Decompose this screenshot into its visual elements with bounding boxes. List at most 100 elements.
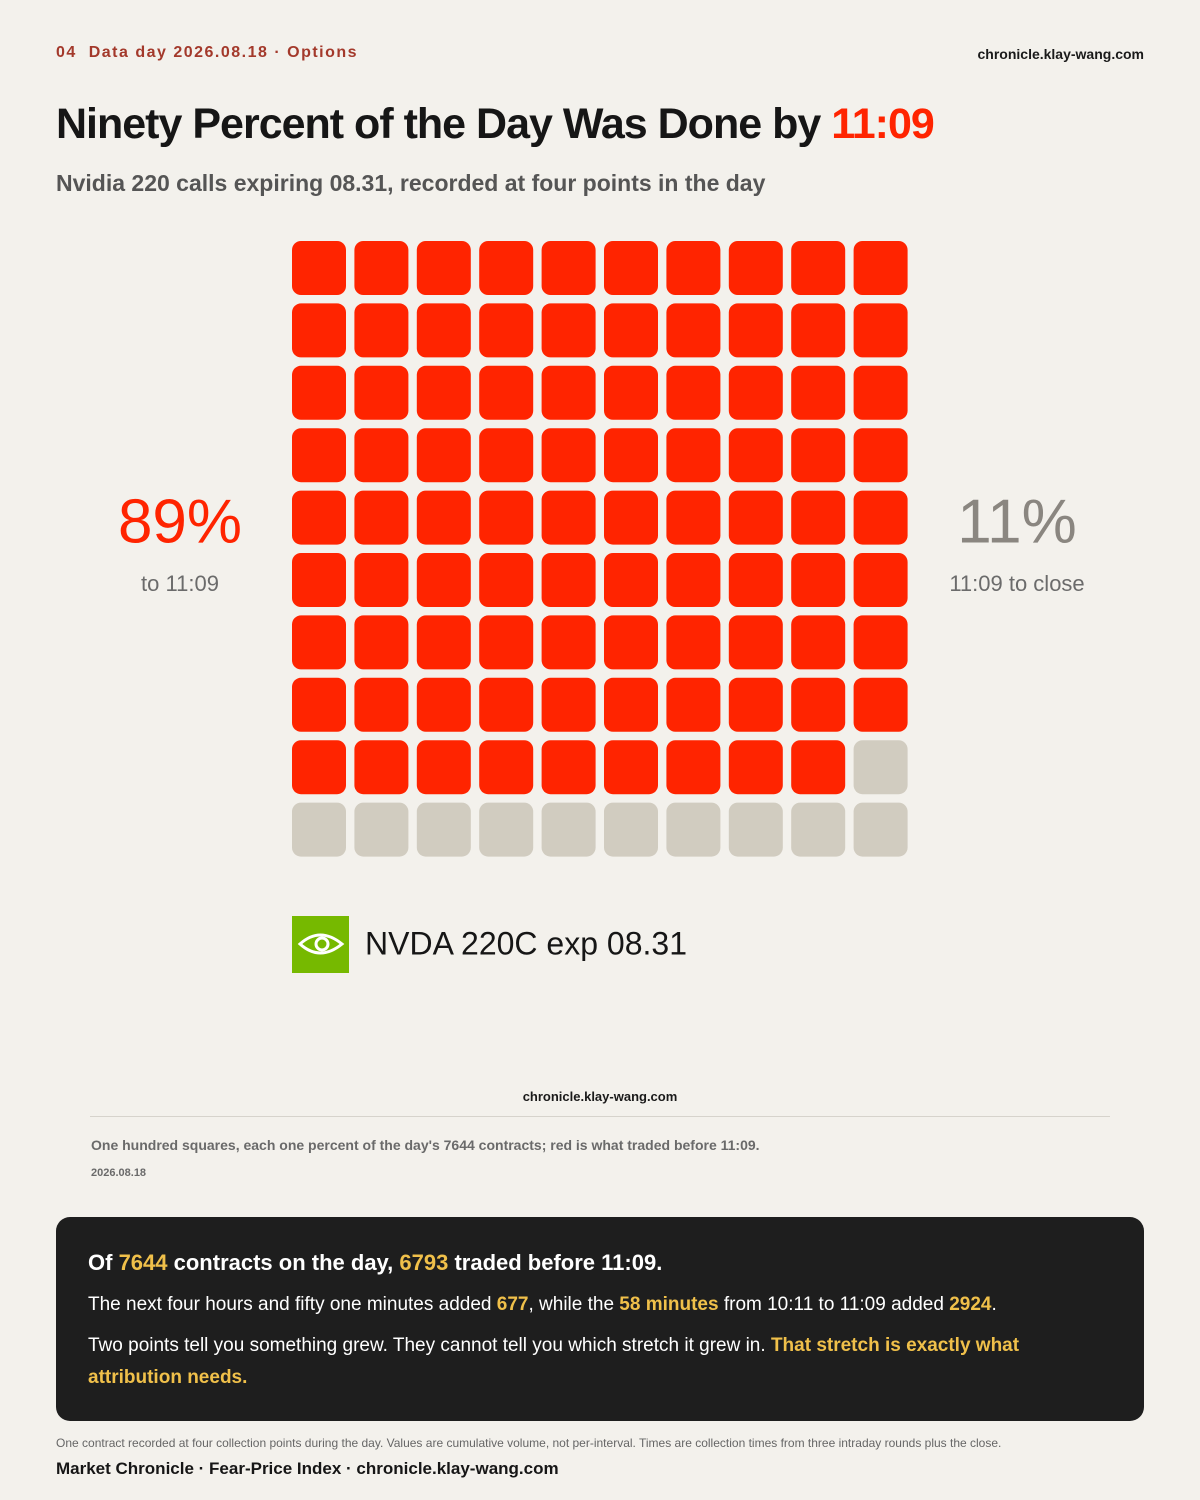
waffle-cell — [479, 365, 534, 420]
waffle-cell — [604, 241, 658, 295]
waffle-cell — [292, 365, 346, 420]
highlight: 7644 — [118, 1250, 168, 1275]
waffle-cell — [479, 802, 534, 857]
waffle-cell — [853, 303, 908, 358]
waffle-cell — [292, 490, 346, 545]
waffle-cell — [666, 365, 721, 420]
credit: Market Chronicle · Fear-Price Index · ch… — [56, 1459, 559, 1478]
waffle-cell — [791, 428, 846, 483]
waffle-cell — [666, 677, 721, 732]
waffle-cell — [604, 365, 658, 420]
waffle-cell — [728, 490, 783, 545]
text: , while the — [528, 1294, 620, 1315]
logo-eye — [297, 933, 345, 955]
waffle-cell — [479, 740, 534, 795]
waffle-cell — [354, 553, 409, 607]
waffle-cell — [354, 365, 409, 420]
waffle-cell — [666, 428, 721, 483]
waffle-cell — [853, 428, 908, 483]
waffle-cell — [541, 303, 596, 358]
category-label: 11:09 to close — [949, 571, 1084, 596]
waffle-cell — [292, 802, 346, 857]
divider — [90, 1116, 1110, 1117]
text: contracts on the day, — [167, 1250, 400, 1275]
site: chronicle.klay-wang.com — [977, 46, 1145, 62]
waffle-cell — [728, 553, 783, 607]
waffle-cell — [479, 241, 534, 295]
category-label: to 11:09 — [141, 571, 219, 596]
highlight: 2924 — [949, 1294, 992, 1315]
waffle-cell — [292, 615, 346, 670]
waffle-cell — [541, 615, 596, 670]
waffle-cell — [728, 241, 783, 295]
waffle-cell — [853, 241, 908, 295]
waffle-cell — [541, 802, 596, 857]
highlight: 677 — [496, 1294, 529, 1315]
waffle-cell — [416, 241, 471, 295]
waffle-cell — [479, 677, 534, 732]
waffle-cell — [728, 365, 783, 420]
waffle-cell — [354, 615, 409, 670]
waffle-cell — [416, 428, 471, 483]
waffle-cell — [292, 740, 346, 795]
waffle-cell — [791, 740, 846, 795]
waffle-cell — [541, 241, 596, 295]
waffle-cell — [604, 553, 658, 607]
waffle-cell — [354, 490, 409, 545]
waffle-cell — [791, 241, 846, 295]
title-highlight: 11:09 — [831, 100, 935, 148]
waffle-cell — [604, 615, 658, 670]
text: Of — [88, 1250, 119, 1275]
waffle-cell — [416, 802, 471, 857]
waffle-cell — [479, 303, 534, 358]
waffle-cell — [791, 553, 846, 607]
waffle-cell — [292, 241, 346, 295]
waffle-cell — [354, 241, 409, 295]
waffle-cell — [728, 428, 783, 483]
text: traded before 11:09. — [448, 1250, 663, 1275]
waffle-cell — [604, 490, 658, 545]
waffle-cell — [728, 615, 783, 670]
highlight: That stretch is exactly what attribution… — [88, 1335, 1020, 1388]
waffle-cell — [292, 428, 346, 483]
waffle-cell — [354, 303, 409, 358]
waffle-cell — [292, 303, 346, 358]
waffle-cell — [354, 802, 409, 857]
text: . — [991, 1294, 997, 1315]
paragraph: The next four hours and fifty one minute… — [88, 1289, 1112, 1321]
waffle-cell — [541, 740, 596, 795]
waffle-cell — [666, 303, 721, 358]
waffle-cell — [416, 677, 471, 732]
waffle-cell — [728, 677, 783, 732]
waffle-cell — [666, 740, 721, 795]
waffle-cell — [541, 365, 596, 420]
waffle-cell — [791, 365, 846, 420]
waffle-cell — [728, 802, 783, 857]
waffle-cell — [791, 677, 846, 732]
waffle-cell — [666, 802, 721, 857]
waffle-cell — [416, 365, 471, 420]
waffle-cell — [853, 615, 908, 670]
waffle-cell — [791, 490, 846, 545]
date: 2026.08.18 — [91, 1167, 147, 1179]
paragraph: Of 7644 contracts on the day, 6793 trade… — [88, 1247, 1112, 1279]
waffle-cell — [541, 490, 596, 545]
waffle-cell — [416, 553, 471, 607]
text: from 10:11 to 11:09 added — [718, 1294, 950, 1315]
waffle-cell — [853, 677, 908, 732]
waffle-cell — [853, 740, 908, 795]
waffle-cell — [666, 490, 721, 545]
waffle-cell — [479, 490, 534, 545]
waffle-cell — [604, 802, 658, 857]
waffle-cell — [666, 553, 721, 607]
waffle-cell — [728, 303, 783, 358]
caption: One hundred squares, each one percent of… — [91, 1137, 760, 1153]
summary-panel: Of 7644 contracts on the day, 6793 trade… — [56, 1217, 1144, 1421]
waffle-cell — [791, 802, 846, 857]
value-label: 89% — [118, 487, 242, 556]
waffle-cell — [853, 553, 908, 607]
logo — [292, 916, 349, 973]
waffle-cell — [416, 740, 471, 795]
waffle-cell — [728, 740, 783, 795]
